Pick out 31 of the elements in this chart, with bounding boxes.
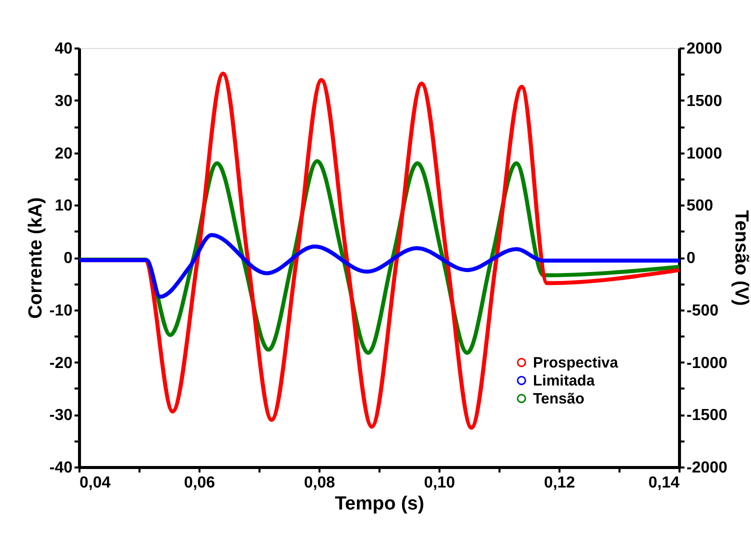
- x-tick-label: 0,06: [184, 474, 216, 492]
- y-tick-label: -10: [49, 302, 73, 320]
- y2-tick-label: -1500: [686, 407, 728, 424]
- line-series: [77, 232, 681, 299]
- y2-tick-label: 1000: [686, 145, 722, 162]
- legend-label: Tensão: [533, 390, 584, 408]
- x-tick-label: 0,12: [544, 474, 576, 492]
- y2-tick-label: 500: [686, 198, 714, 215]
- x-tick-label: 0,04: [80, 474, 111, 492]
- y-tick-label: -20: [49, 354, 73, 372]
- x-tick-label: 0,14: [648, 474, 680, 492]
- y-tick-label: 30: [54, 92, 73, 110]
- y2-axis-title: Tensão (V): [730, 210, 751, 306]
- legend-label: Prospectiva: [533, 354, 619, 372]
- y-tick-label: 40: [54, 40, 73, 58]
- y-tick-label: 10: [54, 198, 73, 215]
- x-tick-label: 0,10: [424, 474, 456, 492]
- y-tick-label: -30: [49, 407, 73, 424]
- x-axis-title: Tempo (s): [334, 494, 424, 514]
- y2-tick-label: -500: [686, 302, 719, 320]
- y2-tick-label: 2000: [686, 40, 722, 58]
- y-tick-label: 20: [54, 145, 73, 162]
- legend-label: Limitada: [533, 372, 596, 390]
- y2-tick-label: -1000: [686, 354, 728, 372]
- y-tick-label: -40: [49, 460, 73, 476]
- y-tick-label: 0: [64, 250, 73, 267]
- y2-tick-label: 1500: [686, 92, 722, 110]
- y-axis-title: Corrente (kA): [25, 197, 46, 319]
- x-tick-label: 0,08: [304, 474, 336, 492]
- y2-tick-label: 0: [686, 250, 696, 267]
- y2-tick-label: -2000: [686, 460, 728, 476]
